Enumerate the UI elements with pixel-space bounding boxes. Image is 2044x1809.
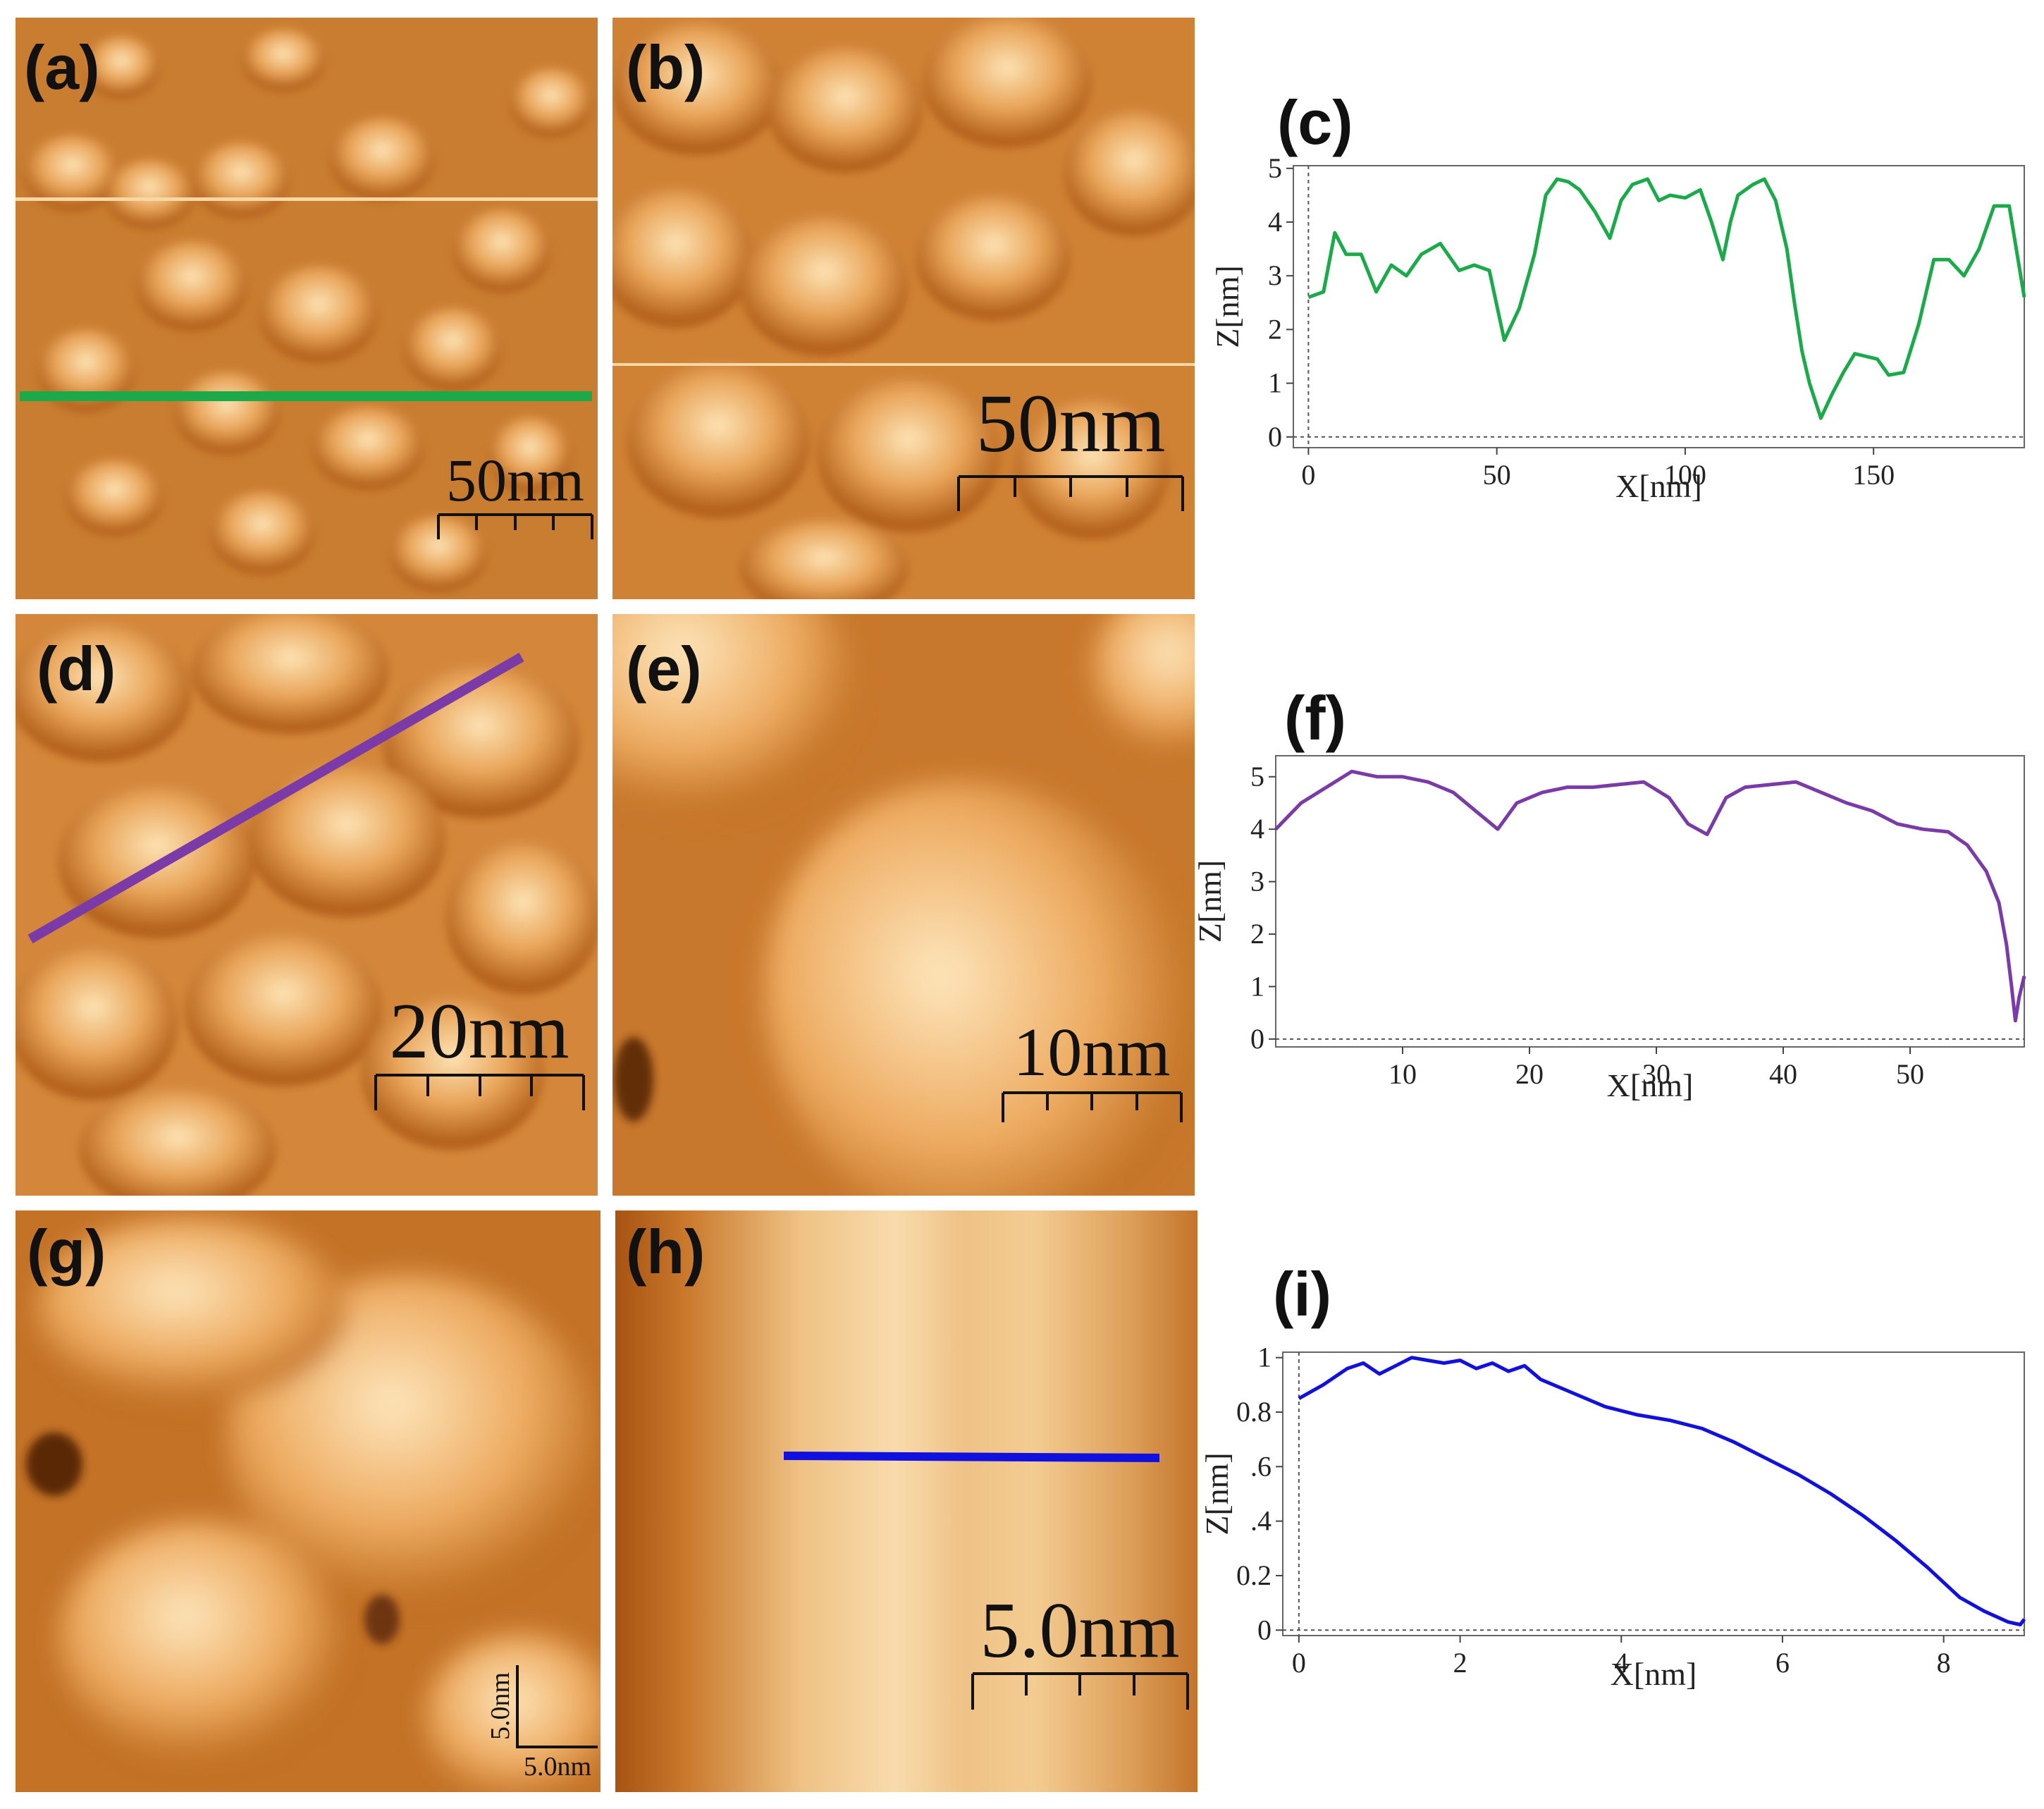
panel-label-a: (a) <box>24 32 100 102</box>
x-tick-label: 50 <box>1896 1058 1924 1090</box>
y-tick-label: 1 <box>1250 970 1264 1002</box>
y-tick-label: .6 <box>1250 1450 1272 1482</box>
panel-label-i: (i) <box>1273 1259 1332 1329</box>
plot-frame-c <box>1293 165 2025 448</box>
x-tick-label: 40 <box>1769 1058 1797 1090</box>
stm-image-g-surface <box>16 1210 601 1792</box>
y-tick-label: 0.8 <box>1236 1396 1272 1428</box>
y-tick-label: 0 <box>1257 1614 1272 1645</box>
y-axis-label-c: Z[nm] <box>1209 265 1245 348</box>
y-tick-label: 2 <box>1268 313 1282 345</box>
plot-frame-f <box>1275 755 2025 1048</box>
x-tick-label: 20 <box>1515 1058 1544 1090</box>
y-tick-label: 5 <box>1250 761 1264 792</box>
x-tick-label: 0 <box>1301 459 1315 491</box>
y-tick-label: 3 <box>1268 259 1282 291</box>
panel-label-e: (e) <box>626 634 702 704</box>
x-axis-label-f: X[nm] <box>1607 1067 1694 1103</box>
panel-label-b: (b) <box>626 32 706 102</box>
profile-series-i <box>1298 1356 2026 1626</box>
y-tick-label: .4 <box>1250 1505 1272 1537</box>
y-axis-label-i: Z[nm] <box>1199 1452 1235 1535</box>
y-tick-label: 1 <box>1257 1342 1272 1373</box>
stm-image-e <box>612 614 1195 1196</box>
x-tick-label: 150 <box>1852 459 1895 491</box>
panel-label-f: (f) <box>1284 683 1346 753</box>
stm-image-g <box>16 1210 601 1792</box>
y-tick-label: 0 <box>1268 421 1282 453</box>
y-tick-label: 3 <box>1250 866 1264 897</box>
x-tick-label: 8 <box>1937 1647 1951 1679</box>
x-tick-label: 2 <box>1453 1647 1467 1679</box>
y-tick-label: 1 <box>1268 367 1282 399</box>
terraces-e <box>612 614 1195 1196</box>
y-tick-label: 0 <box>1250 1023 1264 1055</box>
panel-label-h: (h) <box>626 1217 706 1287</box>
stm-image-a <box>16 18 598 599</box>
x-axis-label-c: X[nm] <box>1615 468 1702 504</box>
y-tick-label: 4 <box>1268 206 1282 238</box>
stm-image-e-surface <box>612 614 1195 1196</box>
y-tick-label: 5 <box>1268 152 1282 184</box>
x-tick-label: 50 <box>1483 459 1511 491</box>
x-tick-label: 6 <box>1775 1647 1790 1679</box>
terraces-g <box>37 1218 601 1792</box>
panel-label-g: (g) <box>27 1217 106 1287</box>
panel-label-c: (c) <box>1277 87 1353 157</box>
grains-b <box>612 18 1195 599</box>
plot-frame-i <box>1282 1351 2025 1636</box>
stm-image-b-surface <box>612 18 1195 599</box>
profile-series-f <box>1274 769 2026 1023</box>
x-tick-label: 10 <box>1389 1058 1417 1090</box>
stm-image-b <box>612 18 1195 599</box>
x-tick-label: 0 <box>1292 1647 1306 1679</box>
y-tick-label: 0.2 <box>1236 1559 1272 1591</box>
y-tick-label: 2 <box>1250 918 1264 950</box>
x-tick-label: 30 <box>1642 1058 1670 1090</box>
x-tick-label: 4 <box>1614 1647 1628 1679</box>
x-tick-label: 100 <box>1664 459 1706 491</box>
y-tick-label: 4 <box>1250 813 1264 845</box>
profile-series-c <box>1307 177 2026 420</box>
stm-image-a-surface <box>16 18 598 599</box>
x-axis-label-i: X[nm] <box>1611 1656 1697 1692</box>
y-axis-label-f: Z[nm] <box>1192 860 1228 943</box>
